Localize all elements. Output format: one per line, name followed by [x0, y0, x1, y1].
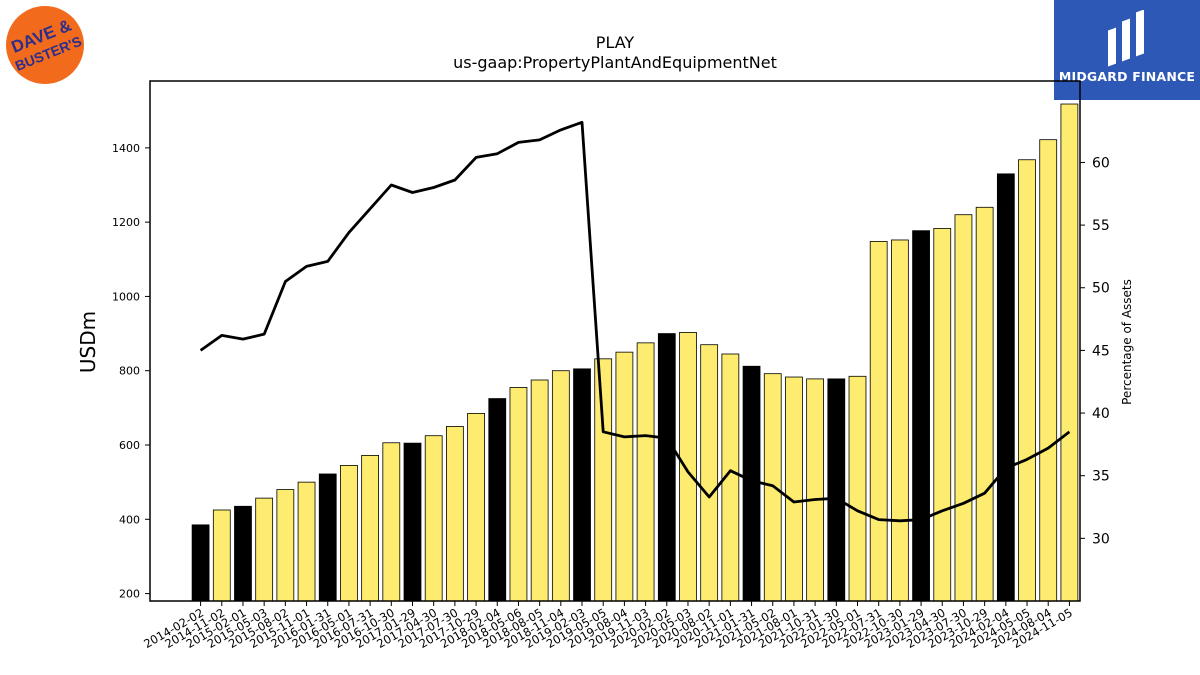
midgard-finance-label: MIDGARD FINANCE — [1058, 69, 1196, 84]
y-axis-label: USDm — [76, 311, 100, 373]
bar-2019-08-04 — [615, 351, 634, 602]
bar-2024-02-04 — [996, 173, 1015, 602]
bar-2017-04-30 — [424, 435, 443, 602]
bar-2021-10-31 — [806, 378, 824, 602]
bar-2019-11-03 — [636, 342, 655, 602]
bar-2017-07-30 — [446, 426, 464, 602]
percentage-line — [199, 120, 1071, 523]
bar-2024-08-04 — [1039, 139, 1058, 602]
y-tick-label: 400 — [119, 513, 140, 526]
bar-2016-01-31 — [318, 473, 337, 602]
y2-tick-label: 50 — [1092, 281, 1110, 297]
bar-2024-05-05 — [1018, 159, 1036, 602]
bar-2023-01-29 — [912, 230, 930, 602]
bar-2022-01-30 — [827, 378, 846, 602]
y2-tick-label: 45 — [1092, 343, 1110, 359]
y2-tick-label: 30 — [1092, 531, 1110, 547]
bar-2015-02-01 — [234, 505, 252, 602]
bar-2017-10-29 — [467, 413, 485, 602]
bar-2015-08-02 — [276, 489, 295, 602]
bar-2016-10-30 — [382, 442, 401, 602]
bar-2023-10-29 — [975, 206, 994, 602]
y-tick-label: 600 — [119, 439, 140, 452]
bar-2020-08-02 — [700, 344, 719, 602]
dave-busters-logo: DAVE & BUSTER'S — [5, 5, 85, 85]
y2-tick-label: 60 — [1092, 155, 1110, 171]
bar-2023-07-30 — [954, 214, 973, 602]
bar-2018-11-04 — [551, 370, 570, 602]
y2-axis-label: Percentage of Assets — [1120, 279, 1134, 405]
bar-2015-05-03 — [255, 497, 274, 602]
y-tick-label: 200 — [119, 588, 140, 601]
chart-subtitle: us-gaap:PropertyPlantAndEquipmentNet — [453, 53, 777, 72]
plot-frame — [149, 80, 1081, 602]
bar-2020-02-02 — [657, 333, 676, 602]
bar-2022-07-31 — [869, 241, 888, 602]
y2-tick-label: 55 — [1092, 218, 1110, 234]
midgard-mark-icon — [1108, 10, 1144, 67]
line-series — [199, 120, 1071, 523]
bar-2022-05-01 — [848, 375, 867, 602]
bar-2014-02-02 — [191, 524, 210, 602]
y2-tick-label: 40 — [1092, 406, 1110, 422]
y-tick-label: 1000 — [112, 290, 140, 303]
bar-2017-01-29 — [403, 442, 422, 602]
y-tick-label: 1400 — [112, 142, 140, 155]
bar-2023-04-30 — [933, 228, 952, 602]
bar-2020-05-03 — [679, 332, 697, 602]
bar-2022-10-30 — [891, 239, 909, 602]
bar-2021-01-31 — [742, 365, 761, 602]
bar-2014-11-02 — [212, 509, 231, 602]
chart-title: PLAY — [596, 33, 635, 52]
y-axis-right: 30 35 40 45 50 55 60 — [1080, 155, 1110, 547]
bar-2019-02-03 — [573, 368, 591, 602]
bar-2024-11-05 — [1060, 103, 1079, 602]
logo-circle — [6, 6, 84, 84]
bar-2016-07-31 — [361, 454, 379, 602]
bar-2019-05-05 — [594, 358, 613, 602]
bar-series — [191, 103, 1079, 602]
y-axis-left: 200 400 600 800 1000 1200 1400 — [112, 142, 150, 601]
x-axis: 2014-02-022014-11-022015-02-012015-05-03… — [141, 601, 1075, 651]
bar-2015-11-01 — [297, 481, 316, 602]
bar-2021-08-01 — [785, 376, 803, 602]
y-tick-label: 1200 — [112, 216, 140, 229]
midgard-finance-logo: MIDGARD FINANCE — [1054, 0, 1200, 100]
bar-2018-08-05 — [530, 379, 549, 602]
y2-tick-label: 35 — [1092, 469, 1110, 485]
y-tick-label: 800 — [119, 365, 140, 378]
bar-2018-05-06 — [509, 387, 528, 602]
bar-2016-05-01 — [340, 465, 358, 602]
bar-2018-02-04 — [488, 398, 507, 602]
